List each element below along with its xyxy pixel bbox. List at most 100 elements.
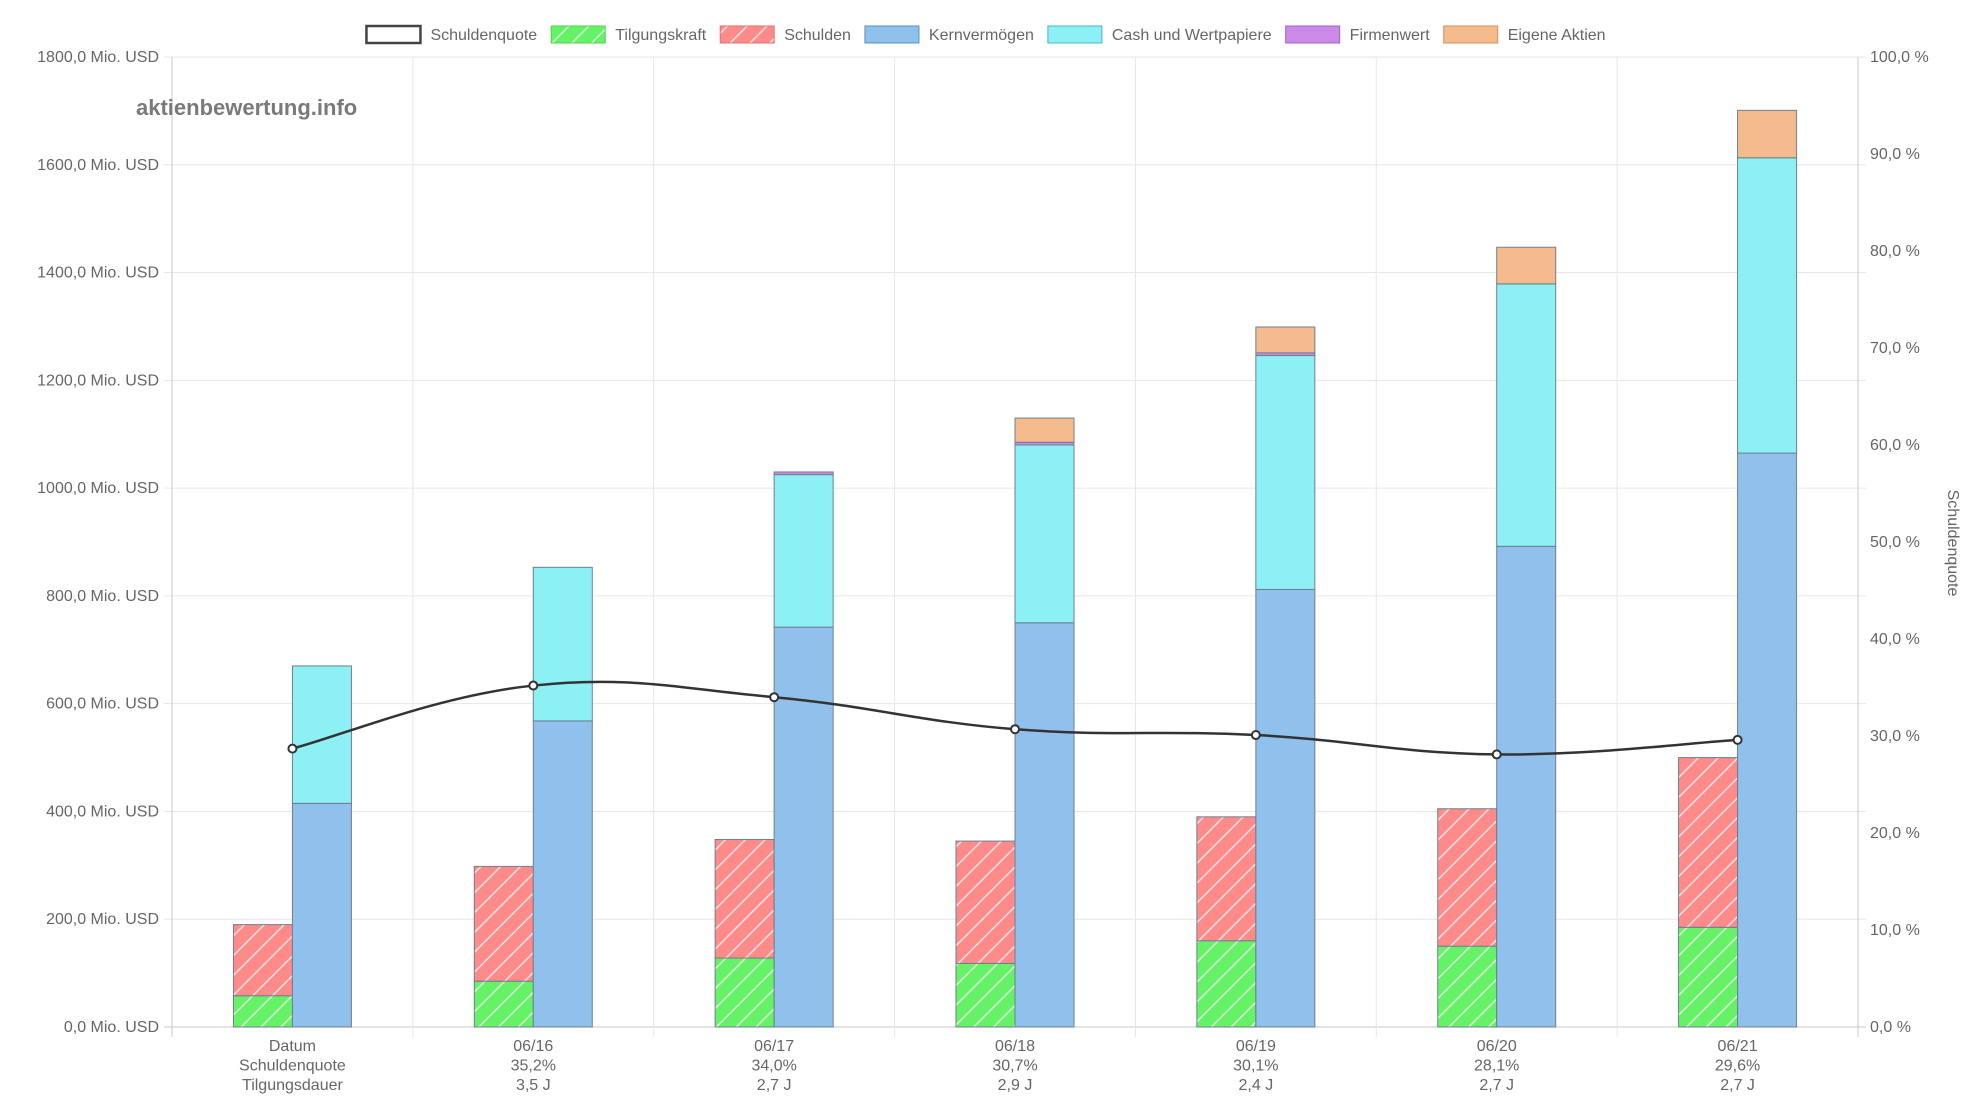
y-left-tick-label: 1600,0 Mio. USD: [37, 157, 159, 174]
asset-bar-cash-und-wertpapiere: [532, 566, 593, 722]
x-tick-label: 35,2%: [511, 1058, 556, 1075]
x-tick-label: 06/17: [754, 1038, 794, 1055]
watermark-text: aktienbewertung.info: [136, 95, 357, 120]
debt-bar-tilgungskraft: [1196, 940, 1257, 1028]
schuldenquote-point: [1491, 749, 1502, 760]
x-tick-label: 28,1%: [1474, 1058, 1519, 1075]
y-left-tick-label: 1800,0 Mio. USD: [37, 49, 159, 66]
asset-bar-kernvermögen: [773, 626, 834, 1028]
schuldenquote-point: [769, 692, 780, 703]
debt-bar-tilgungskraft: [473, 980, 534, 1028]
legend-label-schulden: Schulden: [784, 27, 851, 44]
legend-swatch-schulden: [719, 25, 775, 44]
asset-bar-cash-und-wertpapiere: [773, 474, 834, 628]
asset-bar-eigene-aktien: [1737, 109, 1798, 159]
y-left-tick-label: 1400,0 Mio. USD: [37, 265, 159, 282]
x-tick-label: 2,9 J: [998, 1077, 1033, 1094]
legend-swatch-eigene-aktien: [1443, 25, 1499, 44]
asset-bar-cash-und-wertpapiere: [1255, 355, 1316, 590]
debt-bar-tilgungskraft: [1678, 926, 1739, 1028]
legend-swatch-schuldenquote: [365, 24, 422, 45]
schuldenquote-point: [1250, 730, 1261, 741]
x-tick-label: 2,7 J: [1720, 1077, 1755, 1094]
debt-bar-schulden: [232, 924, 293, 997]
asset-bar-kernvermögen: [1496, 545, 1557, 1028]
asset-bar-eigene-aktien: [1255, 326, 1316, 354]
y-right-tick-label: 20,0 %: [1870, 825, 1920, 842]
y-right-tick-label: 100,0 %: [1870, 49, 1929, 66]
legend-label-kernvermögen: Kernvermögen: [929, 27, 1034, 44]
x-tick-label: 06/21: [1718, 1038, 1758, 1055]
x-tick-label: Schuldenquote: [239, 1058, 346, 1075]
y-right-tick-label: 50,0 %: [1870, 534, 1920, 551]
y-right-tick-label: 30,0 %: [1870, 728, 1920, 745]
debt-bar-schulden: [714, 838, 775, 959]
x-tick-label: 34,0%: [751, 1058, 796, 1075]
asset-bar-eigene-aktien: [1496, 246, 1557, 285]
y-right-tick-label: 0,0 %: [1870, 1019, 1911, 1036]
y-left-tick-label: 200,0 Mio. USD: [46, 911, 159, 928]
asset-bar-kernvermögen: [291, 802, 352, 1028]
y-left-tick-label: 800,0 Mio. USD: [46, 588, 159, 605]
asset-bar-firmenwert: [773, 471, 834, 476]
legend-swatch-kernvermögen: [864, 25, 920, 44]
debt-bar-tilgungskraft: [714, 957, 775, 1028]
asset-bar-kernvermögen: [1737, 452, 1798, 1028]
asset-bar-cash-und-wertpapiere: [1737, 157, 1798, 454]
x-tick-label: 2,7 J: [757, 1077, 792, 1094]
x-tick-label: 30,1%: [1233, 1058, 1278, 1075]
x-tick-label: 29,6%: [1715, 1058, 1760, 1075]
debt-bar-tilgungskraft: [232, 995, 293, 1028]
debt-bar-schulden: [1678, 757, 1739, 928]
asset-bar-eigene-aktien: [1014, 417, 1075, 443]
schuldenquote-point: [287, 743, 298, 754]
legend-swatch-cash-und-wertpapiere: [1047, 25, 1103, 44]
x-tick-label: 30,7%: [992, 1058, 1037, 1075]
legend-label-eigene-aktien: Eigene Aktien: [1508, 27, 1606, 44]
asset-bar-cash-und-wertpapiere: [291, 665, 352, 804]
right-axis-title: Schuldenquote: [1944, 490, 1961, 597]
legend-label-schuldenquote: Schuldenquote: [430, 27, 537, 44]
debt-bar-schulden: [1196, 816, 1257, 942]
asset-bar-cash-und-wertpapiere: [1014, 444, 1075, 624]
x-tick-label: 06/20: [1477, 1038, 1517, 1055]
schuldenquote-point: [1010, 724, 1020, 735]
schuldenquote-point: [528, 680, 539, 691]
debt-bar-schulden: [473, 865, 534, 982]
y-left-tick-label: 1000,0 Mio. USD: [37, 480, 159, 497]
x-tick-label: 2,7 J: [1479, 1077, 1514, 1094]
asset-bar-cash-und-wertpapiere: [1496, 283, 1557, 547]
x-tick-label: 06/16: [513, 1038, 553, 1055]
x-tick-label: 06/18: [995, 1038, 1035, 1055]
y-right-tick-label: 80,0 %: [1870, 243, 1920, 260]
x-tick-label: 2,4 J: [1239, 1077, 1274, 1094]
y-right-tick-label: 90,0 %: [1870, 146, 1920, 163]
x-tick-label: 06/19: [1236, 1038, 1276, 1055]
debt-bar-tilgungskraft: [955, 962, 1016, 1028]
legend-swatch-tilgungskraft: [550, 25, 606, 44]
x-tick-label: Tilgungsdauer: [242, 1077, 343, 1094]
asset-bar-kernvermögen: [1014, 622, 1075, 1028]
legend-swatch-firmenwert: [1285, 25, 1341, 44]
y-right-tick-label: 60,0 %: [1870, 437, 1920, 454]
x-tick-label: Datum: [269, 1038, 316, 1055]
y-right-tick-label: 10,0 %: [1870, 922, 1920, 939]
y-left-tick-label: 600,0 Mio. USD: [46, 696, 159, 713]
y-left-tick-label: 0,0 Mio. USD: [64, 1019, 159, 1036]
x-tick-label: 3,5 J: [516, 1077, 551, 1094]
legend-label-firmenwert: Firmenwert: [1350, 27, 1431, 44]
schuldenquote-point: [1732, 734, 1743, 745]
asset-bar-kernvermögen: [532, 720, 593, 1028]
debt-bar-schulden: [955, 840, 1016, 964]
legend-label-tilgungskraft: Tilgungskraft: [615, 27, 707, 44]
y-right-tick-label: 40,0 %: [1870, 631, 1920, 648]
y-left-tick-label: 400,0 Mio. USD: [46, 803, 159, 820]
debt-bar-tilgungskraft: [1437, 945, 1498, 1028]
y-right-tick-label: 70,0 %: [1870, 340, 1920, 357]
asset-bar-kernvermögen: [1255, 588, 1316, 1028]
legend-label-cash-und-wertpapiere: Cash und Wertpapiere: [1112, 27, 1272, 44]
y-left-tick-label: 1200,0 Mio. USD: [37, 372, 159, 389]
debt-bar-schulden: [1437, 808, 1498, 947]
